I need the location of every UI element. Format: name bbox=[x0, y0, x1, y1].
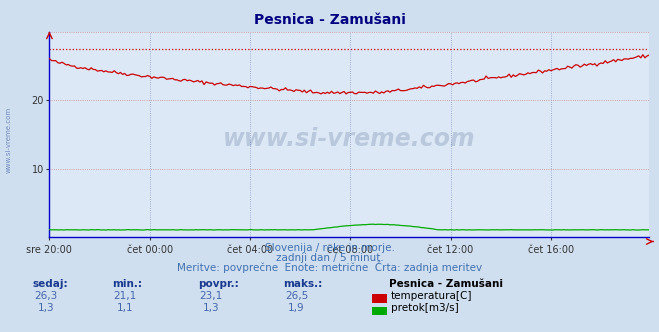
Text: www.si-vreme.com: www.si-vreme.com bbox=[223, 126, 476, 151]
Text: pretok[m3/s]: pretok[m3/s] bbox=[391, 303, 459, 313]
Text: min.:: min.: bbox=[112, 279, 142, 289]
Text: 1,3: 1,3 bbox=[202, 303, 219, 313]
Text: 26,5: 26,5 bbox=[285, 291, 308, 301]
Text: 21,1: 21,1 bbox=[113, 291, 137, 301]
Text: 1,3: 1,3 bbox=[38, 303, 55, 313]
Text: Pesnica - Zamušani: Pesnica - Zamušani bbox=[389, 279, 503, 289]
Text: maks.:: maks.: bbox=[283, 279, 323, 289]
Text: sedaj:: sedaj: bbox=[33, 279, 69, 289]
Text: Slovenija / reke in morje.: Slovenija / reke in morje. bbox=[264, 243, 395, 253]
Text: Meritve: povprečne  Enote: metrične  Črta: zadnja meritev: Meritve: povprečne Enote: metrične Črta:… bbox=[177, 261, 482, 273]
Text: 1,9: 1,9 bbox=[288, 303, 305, 313]
Text: povpr.:: povpr.: bbox=[198, 279, 239, 289]
Text: 23,1: 23,1 bbox=[199, 291, 223, 301]
Text: 26,3: 26,3 bbox=[34, 291, 58, 301]
Text: zadnji dan / 5 minut.: zadnji dan / 5 minut. bbox=[275, 253, 384, 263]
Text: www.si-vreme.com: www.si-vreme.com bbox=[5, 106, 12, 173]
Text: temperatura[C]: temperatura[C] bbox=[391, 291, 473, 301]
Text: 1,1: 1,1 bbox=[117, 303, 134, 313]
Text: Pesnica - Zamušani: Pesnica - Zamušani bbox=[254, 13, 405, 27]
